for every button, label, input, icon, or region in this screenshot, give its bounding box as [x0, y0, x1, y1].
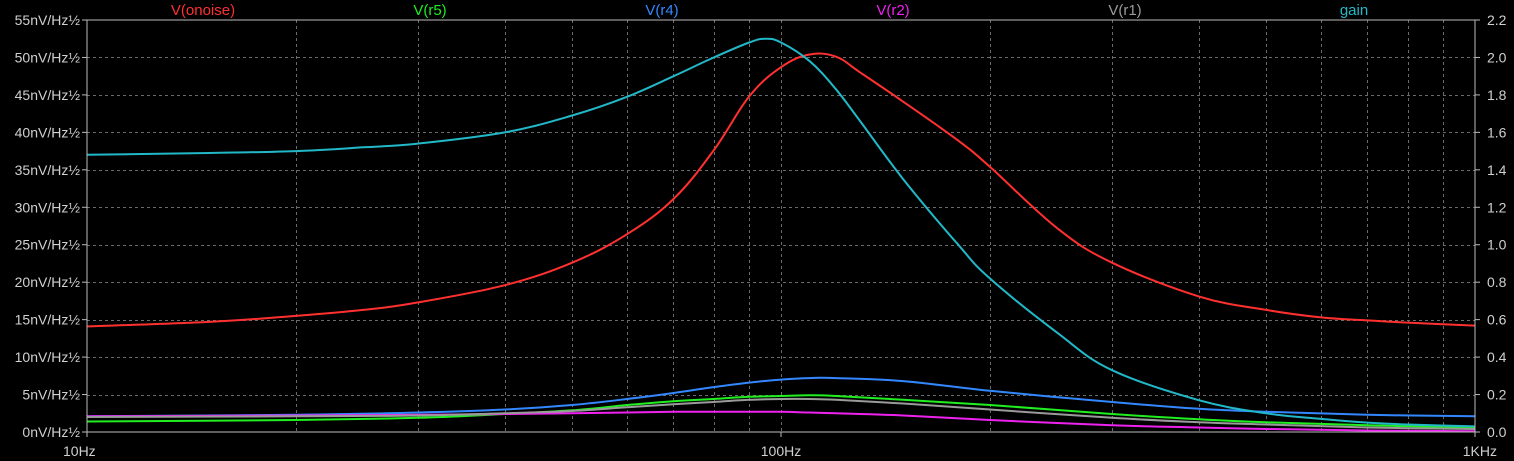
y-right-tick-label: 1.8	[1487, 87, 1507, 103]
series-line-v-r4	[86, 376, 1476, 418]
y-left-tick-label: 20nV/Hz½	[15, 274, 81, 290]
y-left-tick-label: 50nV/Hz½	[15, 49, 81, 65]
y-right-tick-label: 0.0	[1487, 424, 1507, 440]
y-left-tick-label: 40nV/Hz½	[15, 124, 81, 140]
legend-entry: V(r5)	[413, 2, 446, 19]
y-left-tick-label: 55nV/Hz½	[15, 12, 81, 28]
x-tick-label: 10Hz	[63, 443, 96, 459]
legend-entry: V(r2)	[876, 2, 909, 19]
y-right-tick-label: 1.4	[1487, 162, 1507, 178]
y-right-tick-label: 0.6	[1487, 312, 1507, 328]
y-right-tick-label: 1.0	[1487, 237, 1507, 253]
x-axis: 10Hz 100Hz 1KHz	[63, 432, 1497, 459]
y-right-tick-label: 0.8	[1487, 274, 1507, 290]
series-line-v-onoise	[86, 52, 1476, 328]
series-line-v-r1	[86, 397, 1476, 430]
y-left-tick-label: 35nV/Hz½	[15, 162, 81, 178]
legend-entry: V(onoise)	[171, 2, 235, 19]
y-right-tick-label: 1.6	[1487, 124, 1507, 140]
y-right-tick-label: 0.4	[1487, 349, 1507, 365]
legend-entry: V(r1)	[1108, 2, 1141, 19]
y-left-tick-label: 15nV/Hz½	[15, 312, 81, 328]
y-left-tick-label: 5nV/Hz½	[22, 387, 80, 403]
y-left-tick-label: 10nV/Hz½	[15, 349, 81, 365]
legend-entry: V(r4)	[645, 2, 678, 19]
y-left-tick-label: 25nV/Hz½	[15, 237, 81, 253]
x-tick-label: 1KHz	[1463, 443, 1497, 459]
x-tick-label: 100Hz	[761, 443, 801, 459]
legend: V(onoise) V(r5) V(r4) V(r2) V(r1) gain	[171, 2, 1368, 19]
legend-entry: gain	[1340, 2, 1368, 19]
y-left-tick-label: 0nV/Hz½	[22, 424, 80, 440]
right-axis: 0.0 0.2 0.4 0.6 0.8 1.0 1.2 1.4 1.6 1.8 2.0 2.2	[1475, 12, 1507, 440]
series-line-gain	[86, 37, 1476, 428]
series-layer	[86, 37, 1476, 433]
y-right-tick-label: 1.2	[1487, 199, 1507, 215]
left-axis: 0nV/Hz½ 5nV/Hz½ 10nV/Hz½ 15nV/Hz½ 20nV/Hz½ 25…	[15, 12, 87, 440]
y-left-tick-label: 45nV/Hz½	[15, 87, 81, 103]
grid	[87, 20, 1475, 432]
y-left-tick-label: 30nV/Hz½	[15, 199, 81, 215]
y-right-tick-label: 2.0	[1487, 49, 1507, 65]
series-line-v-r5	[86, 394, 1476, 429]
y-right-tick-label: 2.2	[1487, 12, 1507, 28]
y-right-tick-label: 0.2	[1487, 387, 1507, 403]
